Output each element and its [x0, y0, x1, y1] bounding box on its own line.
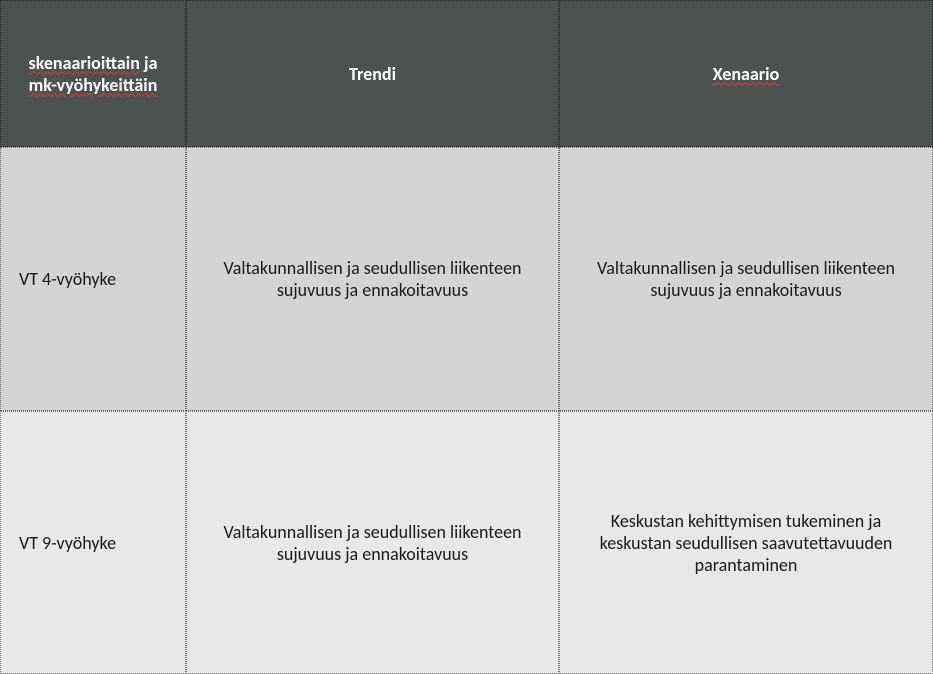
data-cell-text: Keskustan kehittymisen tukeminen ja kesk… — [574, 510, 918, 576]
header-text-xenaario: Xenaario — [713, 63, 780, 85]
data-cell: Valtakunnallisen ja seudullisen liikente… — [186, 147, 559, 411]
row-label-text: VT 9-vyöhyke — [19, 532, 116, 554]
data-cell: Keskustan kehittymisen tukeminen ja kesk… — [559, 411, 933, 674]
table-header-row: skenaarioittain ja mk-vyöhykeittäin Tren… — [0, 0, 933, 147]
zone-scenario-table: skenaarioittain ja mk-vyöhykeittäin Tren… — [0, 0, 933, 674]
data-cell-text: Valtakunnallisen ja seudullisen liikente… — [574, 257, 918, 301]
spell-word: skenaarioittain — [29, 52, 140, 74]
row-label-cell: VT 9-vyöhyke — [0, 411, 186, 674]
data-cell-text: Valtakunnallisen ja seudullisen liikente… — [201, 257, 544, 301]
row-label-cell: VT 4-vyöhyke — [0, 147, 186, 411]
spell-word: mk-vyöhykeittäin — [29, 74, 158, 96]
header-cell-rowlabel: skenaarioittain ja mk-vyöhykeittäin — [0, 0, 186, 147]
header-text-rowlabel: skenaarioittain ja mk-vyöhykeittäin — [15, 52, 171, 96]
header-cell-trendi: Trendi — [186, 0, 559, 147]
data-cell: Valtakunnallisen ja seudullisen liikente… — [559, 147, 933, 411]
data-cell-text: Valtakunnallisen ja seudullisen liikente… — [201, 521, 544, 565]
row-label-text: VT 4-vyöhyke — [19, 268, 116, 290]
header-cell-xenaario: Xenaario — [559, 0, 933, 147]
data-cell: Valtakunnallisen ja seudullisen liikente… — [186, 411, 559, 674]
header-word-plain: ja — [144, 52, 157, 74]
table-row: VT 4-vyöhyke Valtakunnallisen ja seudull… — [0, 147, 933, 411]
header-text-trendi: Trendi — [349, 63, 396, 85]
table-row: VT 9-vyöhyke Valtakunnallisen ja seudull… — [0, 411, 933, 674]
